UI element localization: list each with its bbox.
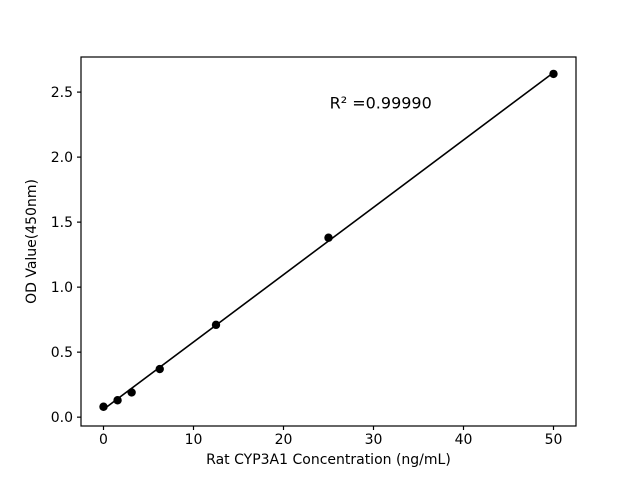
x-tick-label: 10 bbox=[185, 432, 203, 448]
x-tick-label: 30 bbox=[365, 432, 383, 448]
x-tick-label: 40 bbox=[455, 432, 473, 448]
data-point bbox=[211, 320, 221, 330]
y-tick-label: 0.0 bbox=[51, 410, 73, 426]
plot-box-spines bbox=[80, 56, 577, 427]
data-point bbox=[549, 69, 558, 79]
y-tick-label: 2.5 bbox=[51, 85, 73, 101]
r-squared-annotation: R² =0.99990 bbox=[330, 94, 432, 113]
y-tick-label: 0.5 bbox=[51, 345, 73, 361]
y-tick-label: 2.0 bbox=[51, 150, 73, 166]
data-point bbox=[155, 364, 164, 374]
x-tick-label: 0 bbox=[99, 432, 108, 448]
x-tick-label: 20 bbox=[275, 432, 293, 448]
data-point bbox=[127, 388, 136, 397]
data-point bbox=[324, 233, 333, 242]
data-point bbox=[113, 396, 122, 405]
y-tick-label: 1.5 bbox=[51, 215, 73, 231]
x-axis-label: Rat CYP3A1 Concentration (ng/mL) bbox=[206, 452, 451, 468]
x-tick-label: 50 bbox=[545, 432, 563, 448]
data-point bbox=[99, 402, 108, 411]
y-axis-label: OD Value(450nm) bbox=[24, 179, 40, 304]
y-tick-label: 1.0 bbox=[51, 280, 73, 296]
